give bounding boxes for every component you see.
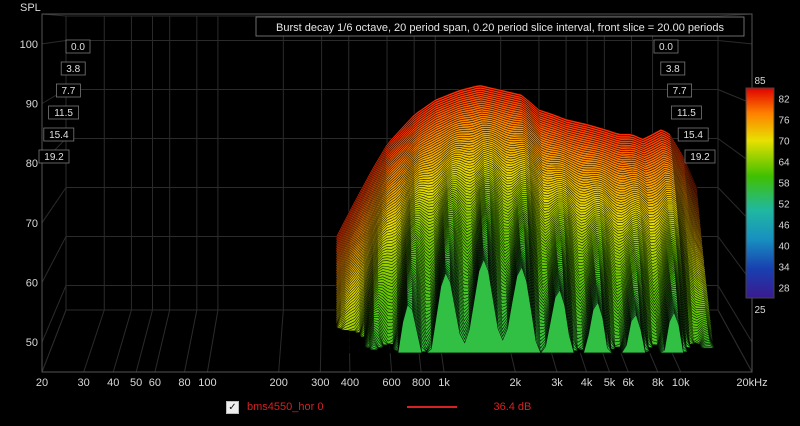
depth-label-left: 15.4 xyxy=(49,130,69,141)
floor-grid-line xyxy=(83,309,105,373)
x-tick-label: 4k xyxy=(581,377,593,389)
x-tick-label: 20kHz xyxy=(736,377,767,389)
colorbar-max-label: 85 xyxy=(754,76,766,87)
series-name[interactable]: bms4550_hor 0 xyxy=(247,401,324,413)
x-tick-label: 40 xyxy=(107,377,119,389)
x-tick-label: 3k xyxy=(551,377,563,389)
depth-label-left: 7.7 xyxy=(61,86,75,97)
colorbar-tick-label: 76 xyxy=(778,116,790,127)
waterfall-surface xyxy=(335,84,717,354)
floor-grid-line xyxy=(183,309,198,373)
floor-grid-line xyxy=(135,309,153,373)
floor-grid-line xyxy=(319,309,323,373)
x-tick-label: 1k xyxy=(438,377,450,389)
side-grid-line xyxy=(717,40,753,45)
x-tick-label: 8k xyxy=(652,377,664,389)
colorbar-tick-label: 28 xyxy=(778,284,790,295)
colorbar-tick-label: 40 xyxy=(778,242,790,253)
x-tick-label: 60 xyxy=(149,377,161,389)
y-tick-label: 70 xyxy=(26,218,38,230)
depth-label-right-box xyxy=(671,105,702,120)
depth-label-left-box xyxy=(56,83,81,98)
x-tick-label: 600 xyxy=(382,377,400,389)
colorbar-min-label: 25 xyxy=(754,305,766,316)
y-tick-label: 60 xyxy=(26,278,38,290)
depth-label-left: 3.8 xyxy=(66,64,80,75)
floor-grid-line xyxy=(41,309,67,373)
side-grid-line xyxy=(41,236,67,283)
depth-label-right: 0.0 xyxy=(659,42,673,53)
depth-label-right: 3.8 xyxy=(666,64,680,75)
depth-label-right-box xyxy=(653,39,679,54)
x-tick-label: 200 xyxy=(269,377,287,389)
side-grid-line xyxy=(41,187,67,224)
floor-grid-line xyxy=(278,309,284,373)
depth-label-left: 0.0 xyxy=(71,42,85,53)
depth-label-right: 19.2 xyxy=(690,152,710,163)
x-tick-label: 400 xyxy=(341,377,359,389)
x-tick-label: 20 xyxy=(36,377,48,389)
y-axis-title: SPL xyxy=(20,2,41,14)
x-tick-label: 30 xyxy=(78,377,90,389)
y-tick-label: 50 xyxy=(26,337,38,349)
series-color-swatch xyxy=(407,406,458,408)
depth-label-left: 19.2 xyxy=(44,152,64,163)
side-grid-line xyxy=(41,285,67,343)
depth-label-left-box xyxy=(60,61,86,76)
depth-label-left-box xyxy=(48,105,79,120)
legend: ✓ bms4550_hor 0 36.4 dB xyxy=(222,398,531,416)
series-level: 36.4 dB xyxy=(493,401,532,413)
depth-label-right-box xyxy=(684,149,716,164)
depth-label-left-box xyxy=(65,39,91,54)
x-tick-label: 5k xyxy=(604,377,616,389)
floor-grid-line xyxy=(112,309,132,373)
chart-title-box xyxy=(255,16,745,37)
y-tick-label: 90 xyxy=(26,99,38,111)
colorbar-tick-label: 52 xyxy=(778,200,790,211)
colorbar-tick-label: 70 xyxy=(778,137,790,148)
chart-title: Burst decay 1/6 octave, 20 period span, … xyxy=(276,22,724,34)
x-tick-label: 300 xyxy=(311,377,329,389)
x-tick-label: 6k xyxy=(622,377,634,389)
x-tick-label: 100 xyxy=(198,377,216,389)
depth-label-right-box xyxy=(677,127,709,142)
colorbar-tick-label: 46 xyxy=(778,221,790,232)
depth-label-right: 11.5 xyxy=(677,108,696,119)
floor-grid-line xyxy=(154,309,171,373)
depth-label-right: 7.7 xyxy=(673,86,687,97)
colorbar-tick-label: 34 xyxy=(778,263,790,274)
colorbar-tick-label: 82 xyxy=(778,95,790,106)
y-tick-label: 100 xyxy=(20,39,38,51)
x-tick-label: 800 xyxy=(412,377,430,389)
x-tick-label: 10k xyxy=(672,377,690,389)
x-tick-label: 80 xyxy=(178,377,190,389)
floor-grid-line xyxy=(206,309,219,373)
depth-label-right-box xyxy=(660,61,686,76)
depth-label-left: 11.5 xyxy=(54,108,73,119)
colorbar xyxy=(745,87,775,299)
x-tick-label: 2k xyxy=(510,377,522,389)
y-tick-label: 80 xyxy=(26,158,38,170)
depth-label-right: 15.4 xyxy=(683,130,703,141)
side-grid-line xyxy=(41,40,67,45)
colorbar-tick-label: 58 xyxy=(778,179,790,190)
depth-label-left-box xyxy=(38,149,70,164)
side-grid-line xyxy=(717,285,753,343)
depth-label-right-box xyxy=(667,83,692,98)
floor-grid-line xyxy=(717,309,753,373)
depth-label-left-box xyxy=(43,127,75,142)
series-checkbox[interactable]: ✓ xyxy=(226,400,239,414)
colorbar-tick-label: 64 xyxy=(778,158,790,169)
waterfall-slice xyxy=(336,258,717,354)
x-tick-label: 50 xyxy=(130,377,142,389)
